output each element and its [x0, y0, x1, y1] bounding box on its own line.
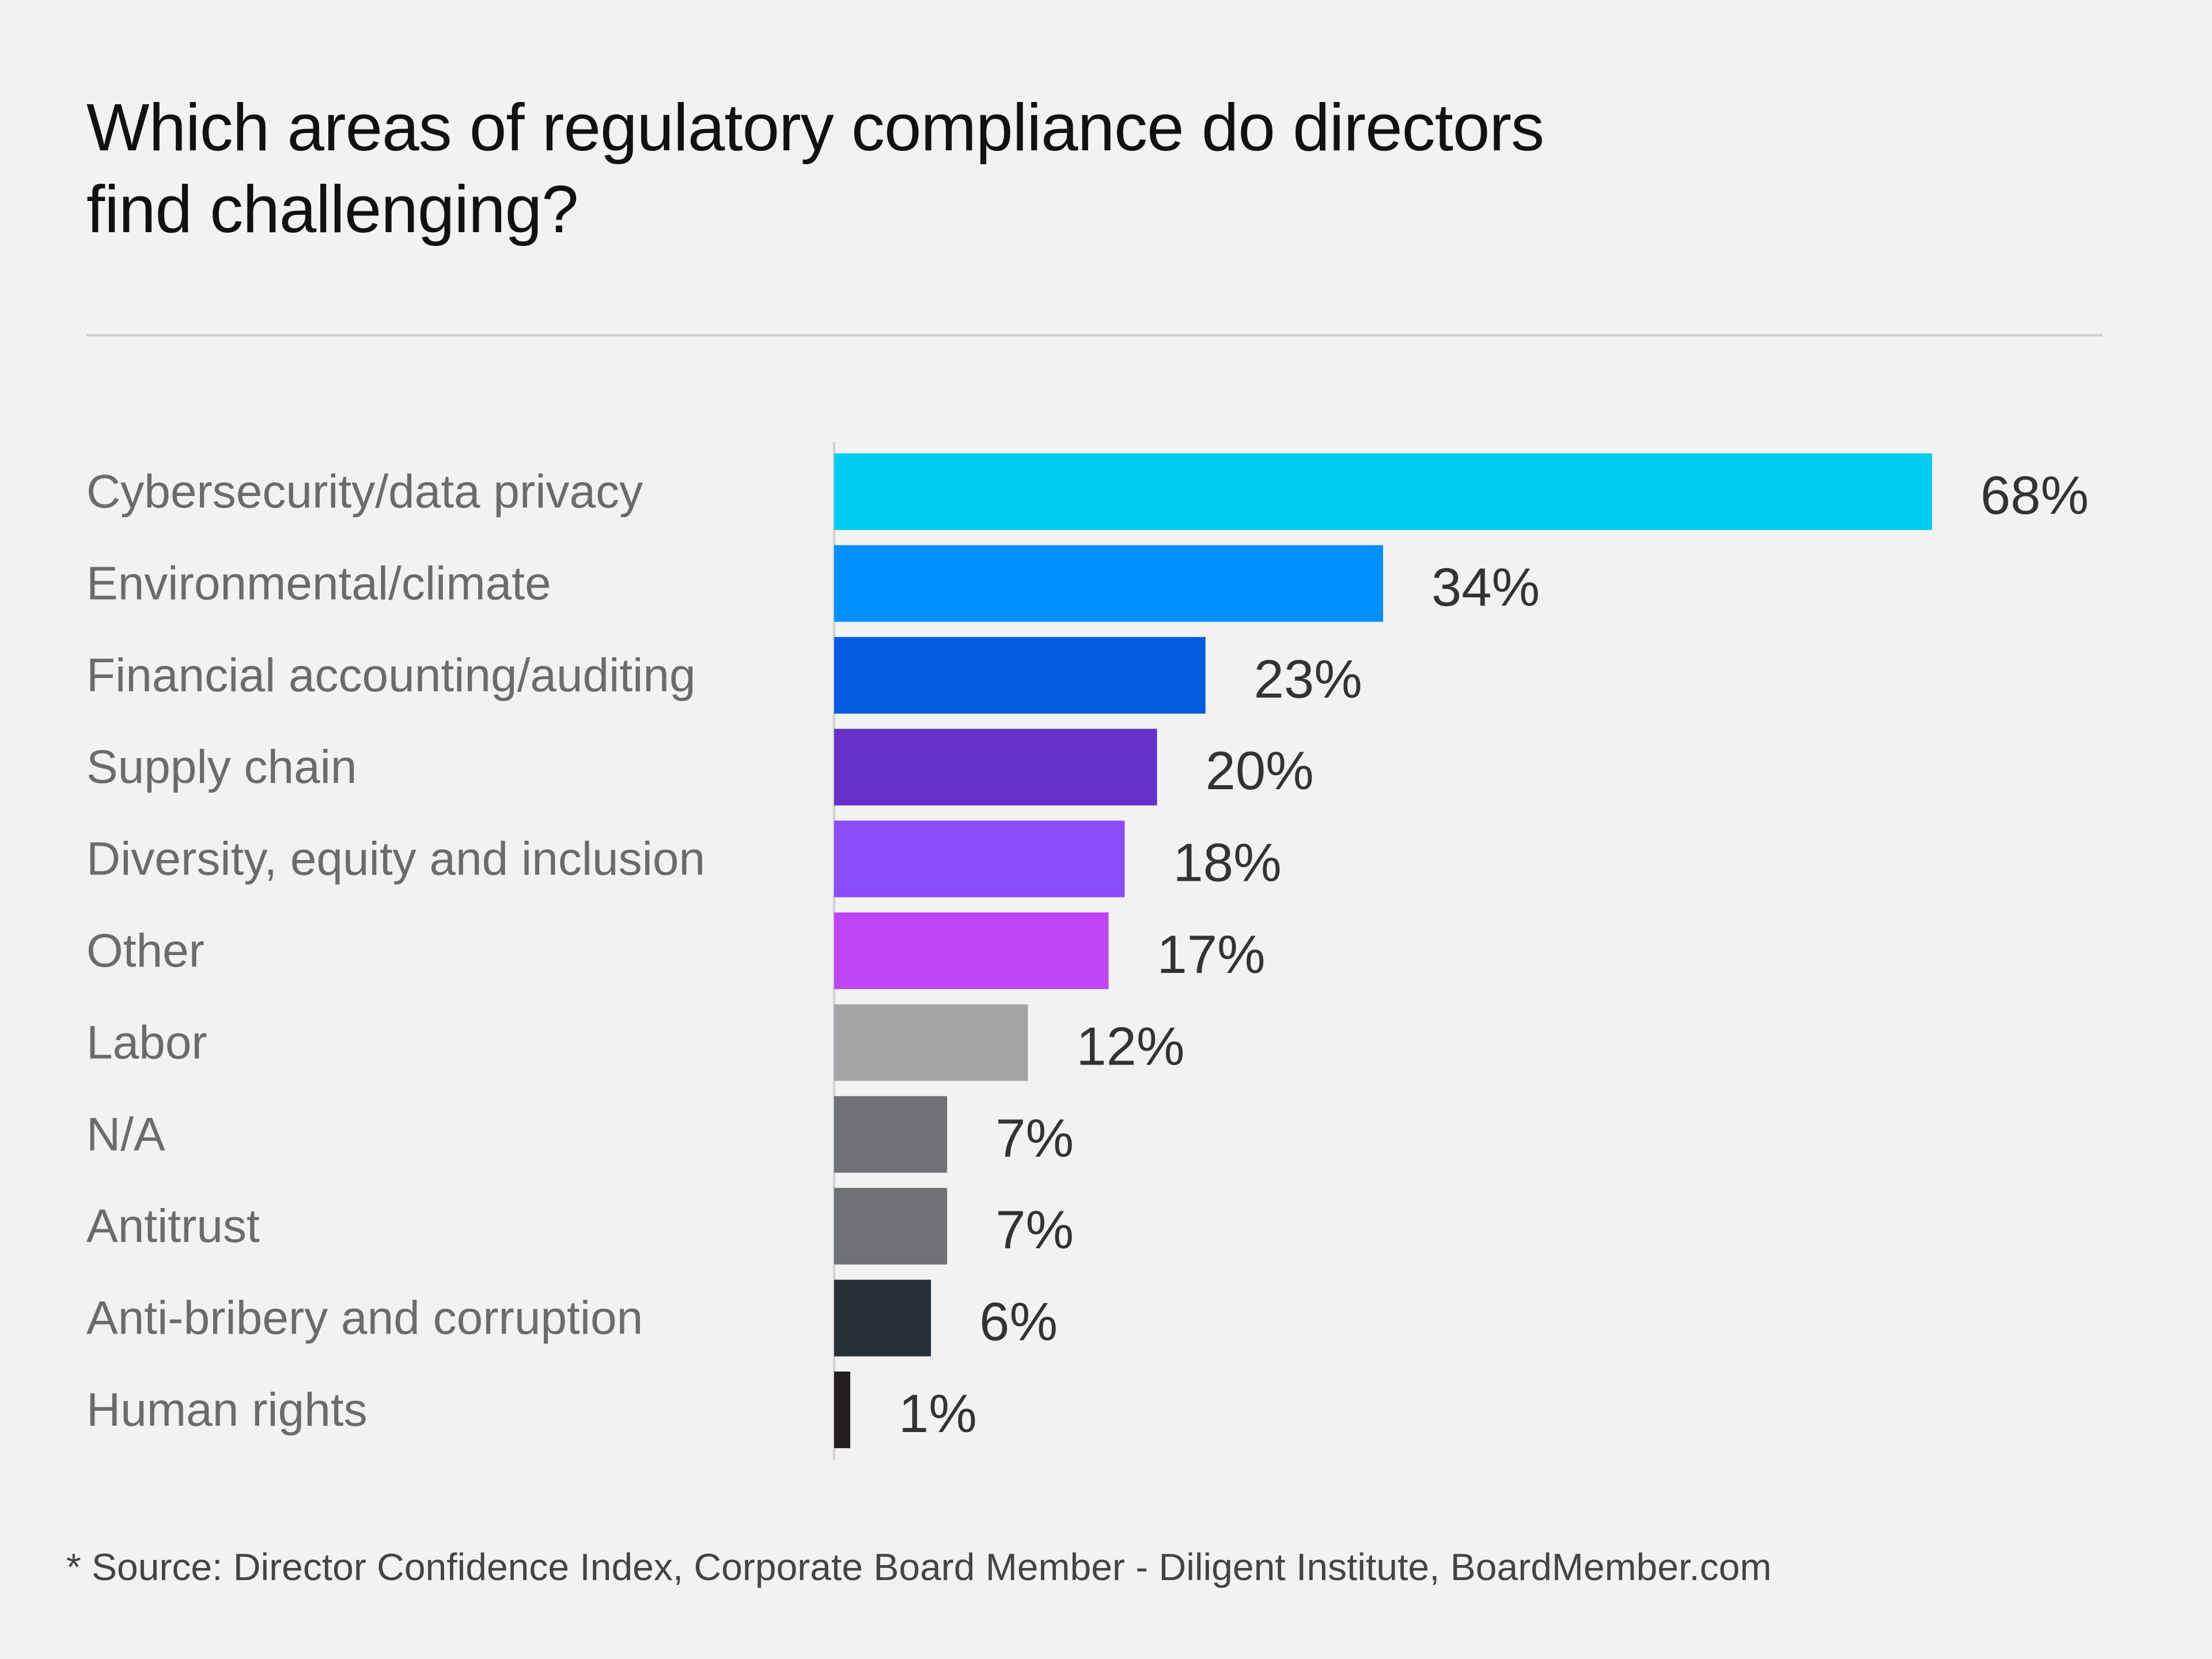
category-label: Cybersecurity/data privacy	[86, 465, 643, 518]
value-label: 20%	[1206, 740, 1314, 801]
category-label: N/A	[86, 1108, 165, 1161]
value-label: 12%	[1076, 1016, 1184, 1076]
value-label: 18%	[1173, 832, 1282, 893]
category-label: Anti-bribery and corruption	[86, 1292, 643, 1344]
chart-title-line-1: Which areas of regulatory compliance do …	[86, 90, 1544, 165]
bar-1	[834, 545, 1383, 622]
value-label: 1%	[899, 1383, 977, 1444]
category-label: Labor	[86, 1016, 207, 1069]
value-label: 7%	[995, 1199, 1074, 1260]
value-label: 6%	[979, 1291, 1058, 1352]
value-label: 68%	[1980, 465, 2089, 525]
category-label: Supply chain	[86, 741, 357, 793]
bar-5	[834, 912, 1109, 989]
bar-2	[834, 637, 1206, 714]
value-label: 17%	[1157, 924, 1266, 984]
category-label: Financial accounting/auditing	[86, 649, 696, 702]
bar-6	[834, 1004, 1028, 1081]
bar-4	[834, 820, 1125, 897]
category-label: Other	[86, 925, 204, 977]
source-footnote: * Source: Director Confidence Index, Cor…	[66, 1546, 1772, 1588]
bar-8	[834, 1188, 948, 1265]
category-label: Human rights	[86, 1384, 368, 1436]
bar-10	[834, 1372, 851, 1448]
category-label: Antitrust	[86, 1200, 260, 1252]
category-label: Environmental/climate	[86, 557, 551, 609]
category-label: Diversity, equity and inclusion	[86, 833, 705, 885]
chart-title-line-2: find challenging?	[86, 172, 579, 247]
bar-3	[834, 729, 1157, 806]
title-divider	[86, 334, 2103, 336]
value-label: 23%	[1254, 649, 1362, 709]
value-label: 34%	[1431, 556, 1540, 617]
value-label: 7%	[995, 1108, 1074, 1168]
chart-title: Which areas of regulatory compliance do …	[86, 86, 1757, 250]
bar-7	[834, 1096, 948, 1173]
bar-9	[834, 1279, 931, 1357]
bar-0	[834, 453, 1932, 530]
